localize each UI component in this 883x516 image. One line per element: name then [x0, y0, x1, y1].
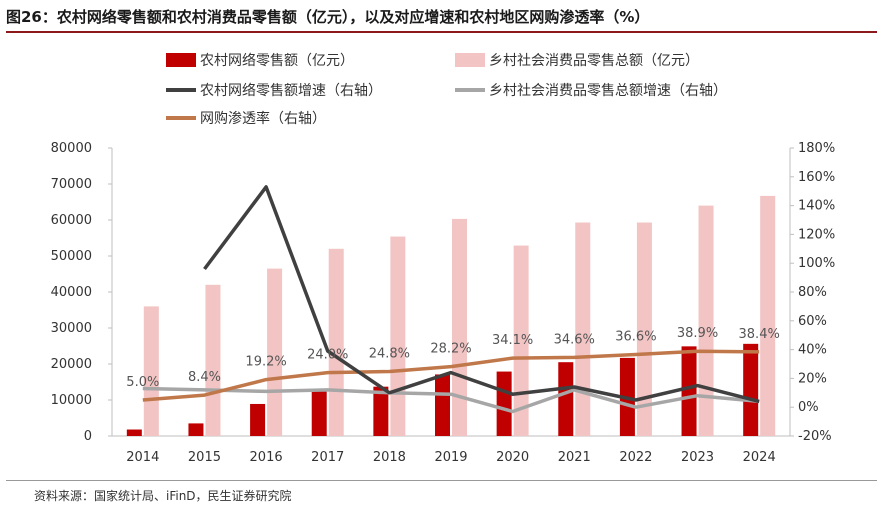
bar-rural-consumer-goods: [760, 195, 776, 436]
data-label-penetration: 38.4%: [739, 327, 780, 342]
right-tick-label: 180%: [798, 141, 835, 156]
legend-swatch: [455, 53, 485, 67]
right-tick-label: 160%: [798, 170, 835, 185]
bar-rural-consumer-goods: [452, 218, 467, 436]
right-tick-label: 140%: [798, 199, 835, 214]
bar-online-retail: [373, 386, 389, 436]
left-tick-label: 50000: [51, 249, 92, 264]
lines: [142, 185, 760, 414]
x-tick-label: 2015: [188, 450, 221, 465]
bar-online-retail: [250, 403, 266, 436]
data-label-penetration: 38.9%: [677, 326, 718, 341]
right-tick-label: 60%: [798, 314, 827, 329]
left-tick-label: 80000: [51, 141, 92, 156]
x-tick-label: 2022: [619, 450, 652, 465]
legend-label: 乡村社会消费品零售总额增速（右轴）: [489, 83, 727, 99]
bar-online-retail: [311, 391, 327, 436]
left-tick-label: 10000: [51, 393, 92, 408]
data-label-penetration: 19.2%: [245, 355, 286, 370]
legend-label: 农村网络零售额（亿元）: [200, 53, 354, 69]
x-tick-label: 2016: [250, 450, 283, 465]
right-tick-label: 0%: [798, 400, 819, 415]
legend-label: 农村网络零售额增速（右轴）: [200, 83, 382, 99]
left-tick-label: 30000: [51, 321, 92, 336]
data-label-penetration: 24.8%: [369, 346, 410, 361]
left-tick-label: 40000: [51, 285, 92, 300]
left-tick-label: 0: [84, 429, 92, 444]
bar-online-retail: [188, 423, 204, 436]
legend-label: 乡村社会消费品零售总额（亿元）: [489, 53, 699, 69]
x-tick-label: 2023: [681, 450, 714, 465]
data-label-penetration: 34.6%: [554, 332, 595, 347]
data-label-penetration: 8.4%: [188, 370, 221, 385]
x-tick-label: 2021: [558, 450, 591, 465]
x-tick-label: 2020: [496, 450, 529, 465]
data-label-penetration: 5.0%: [126, 375, 159, 390]
data-label-penetration: 28.2%: [430, 342, 471, 357]
right-tick-label: -20%: [798, 429, 832, 444]
bar-rural-consumer-goods: [636, 222, 652, 436]
x-tick-label: 2018: [373, 450, 406, 465]
bar-rural-consumer-goods: [698, 205, 714, 436]
bar-rural-consumer-goods: [143, 306, 159, 436]
bar-rural-consumer-goods: [267, 268, 283, 436]
bar-rural-consumer-goods: [205, 284, 221, 436]
bar-rural-consumer-goods: [390, 236, 406, 436]
data-labels: 5.0% 8.4% 19.2% 24.0% 24.8% 28.2% 34.1% 34.6% 36…: [126, 326, 780, 390]
bar-online-retail: [743, 343, 759, 436]
right-tick-label: 40%: [798, 343, 827, 358]
x-tick-label: 2019: [434, 450, 467, 465]
source-divider: [6, 480, 877, 481]
source-note: 资料来源：国家统计局、iFinD，民生证券研究院: [34, 489, 292, 503]
bar-rural-consumer-goods: [575, 222, 591, 436]
legend: 农村网络零售额（亿元） 乡村社会消费品零售总额（亿元） 农村网络零售额增速（右轴） 乡…: [166, 53, 727, 127]
bar-online-retail: [496, 371, 512, 436]
data-label-penetration: 34.1%: [492, 333, 533, 348]
title-divider: [6, 31, 877, 33]
right-tick-label: 120%: [798, 227, 835, 242]
right-tick-label: 100%: [798, 256, 835, 271]
bar-online-retail: [681, 346, 697, 436]
line-penetration: [142, 349, 760, 402]
left-tick-label: 20000: [51, 357, 92, 372]
chart-canvas: 农村网络零售额（亿元） 乡村社会消费品零售总额（亿元） 农村网络零售额增速（右轴） 乡…: [51, 53, 836, 465]
legend-swatch: [166, 53, 196, 67]
data-label-penetration: 24.0%: [307, 348, 348, 363]
x-tick-label: 2024: [743, 450, 776, 465]
bar-online-retail: [126, 429, 142, 436]
bar-online-retail: [558, 362, 574, 436]
legend-label: 网购渗透率（右轴）: [200, 110, 326, 127]
left-tick-label: 60000: [51, 213, 92, 228]
bar-rural-consumer-goods: [328, 248, 344, 436]
bar-online-retail: [435, 374, 450, 436]
bar-rural-consumer-goods: [513, 245, 529, 436]
right-tick-label: 20%: [798, 371, 827, 386]
x-tick-label: 2017: [311, 450, 344, 465]
chart-title: 图26：农村网络零售额和农村消费品零售额（亿元），以及对应增速和农村地区网购渗透…: [6, 8, 650, 26]
x-tick-label: 2014: [126, 450, 159, 465]
line-online-growth: [203, 185, 760, 404]
bars: [126, 195, 776, 436]
axes: 0 10000 20000 30000 40000 50000 60000 70000 8000…: [51, 141, 836, 465]
right-tick-label: 80%: [798, 285, 827, 300]
line-consumer-growth: [142, 386, 760, 414]
data-label-penetration: 36.6%: [615, 329, 656, 344]
left-tick-label: 70000: [51, 177, 92, 192]
